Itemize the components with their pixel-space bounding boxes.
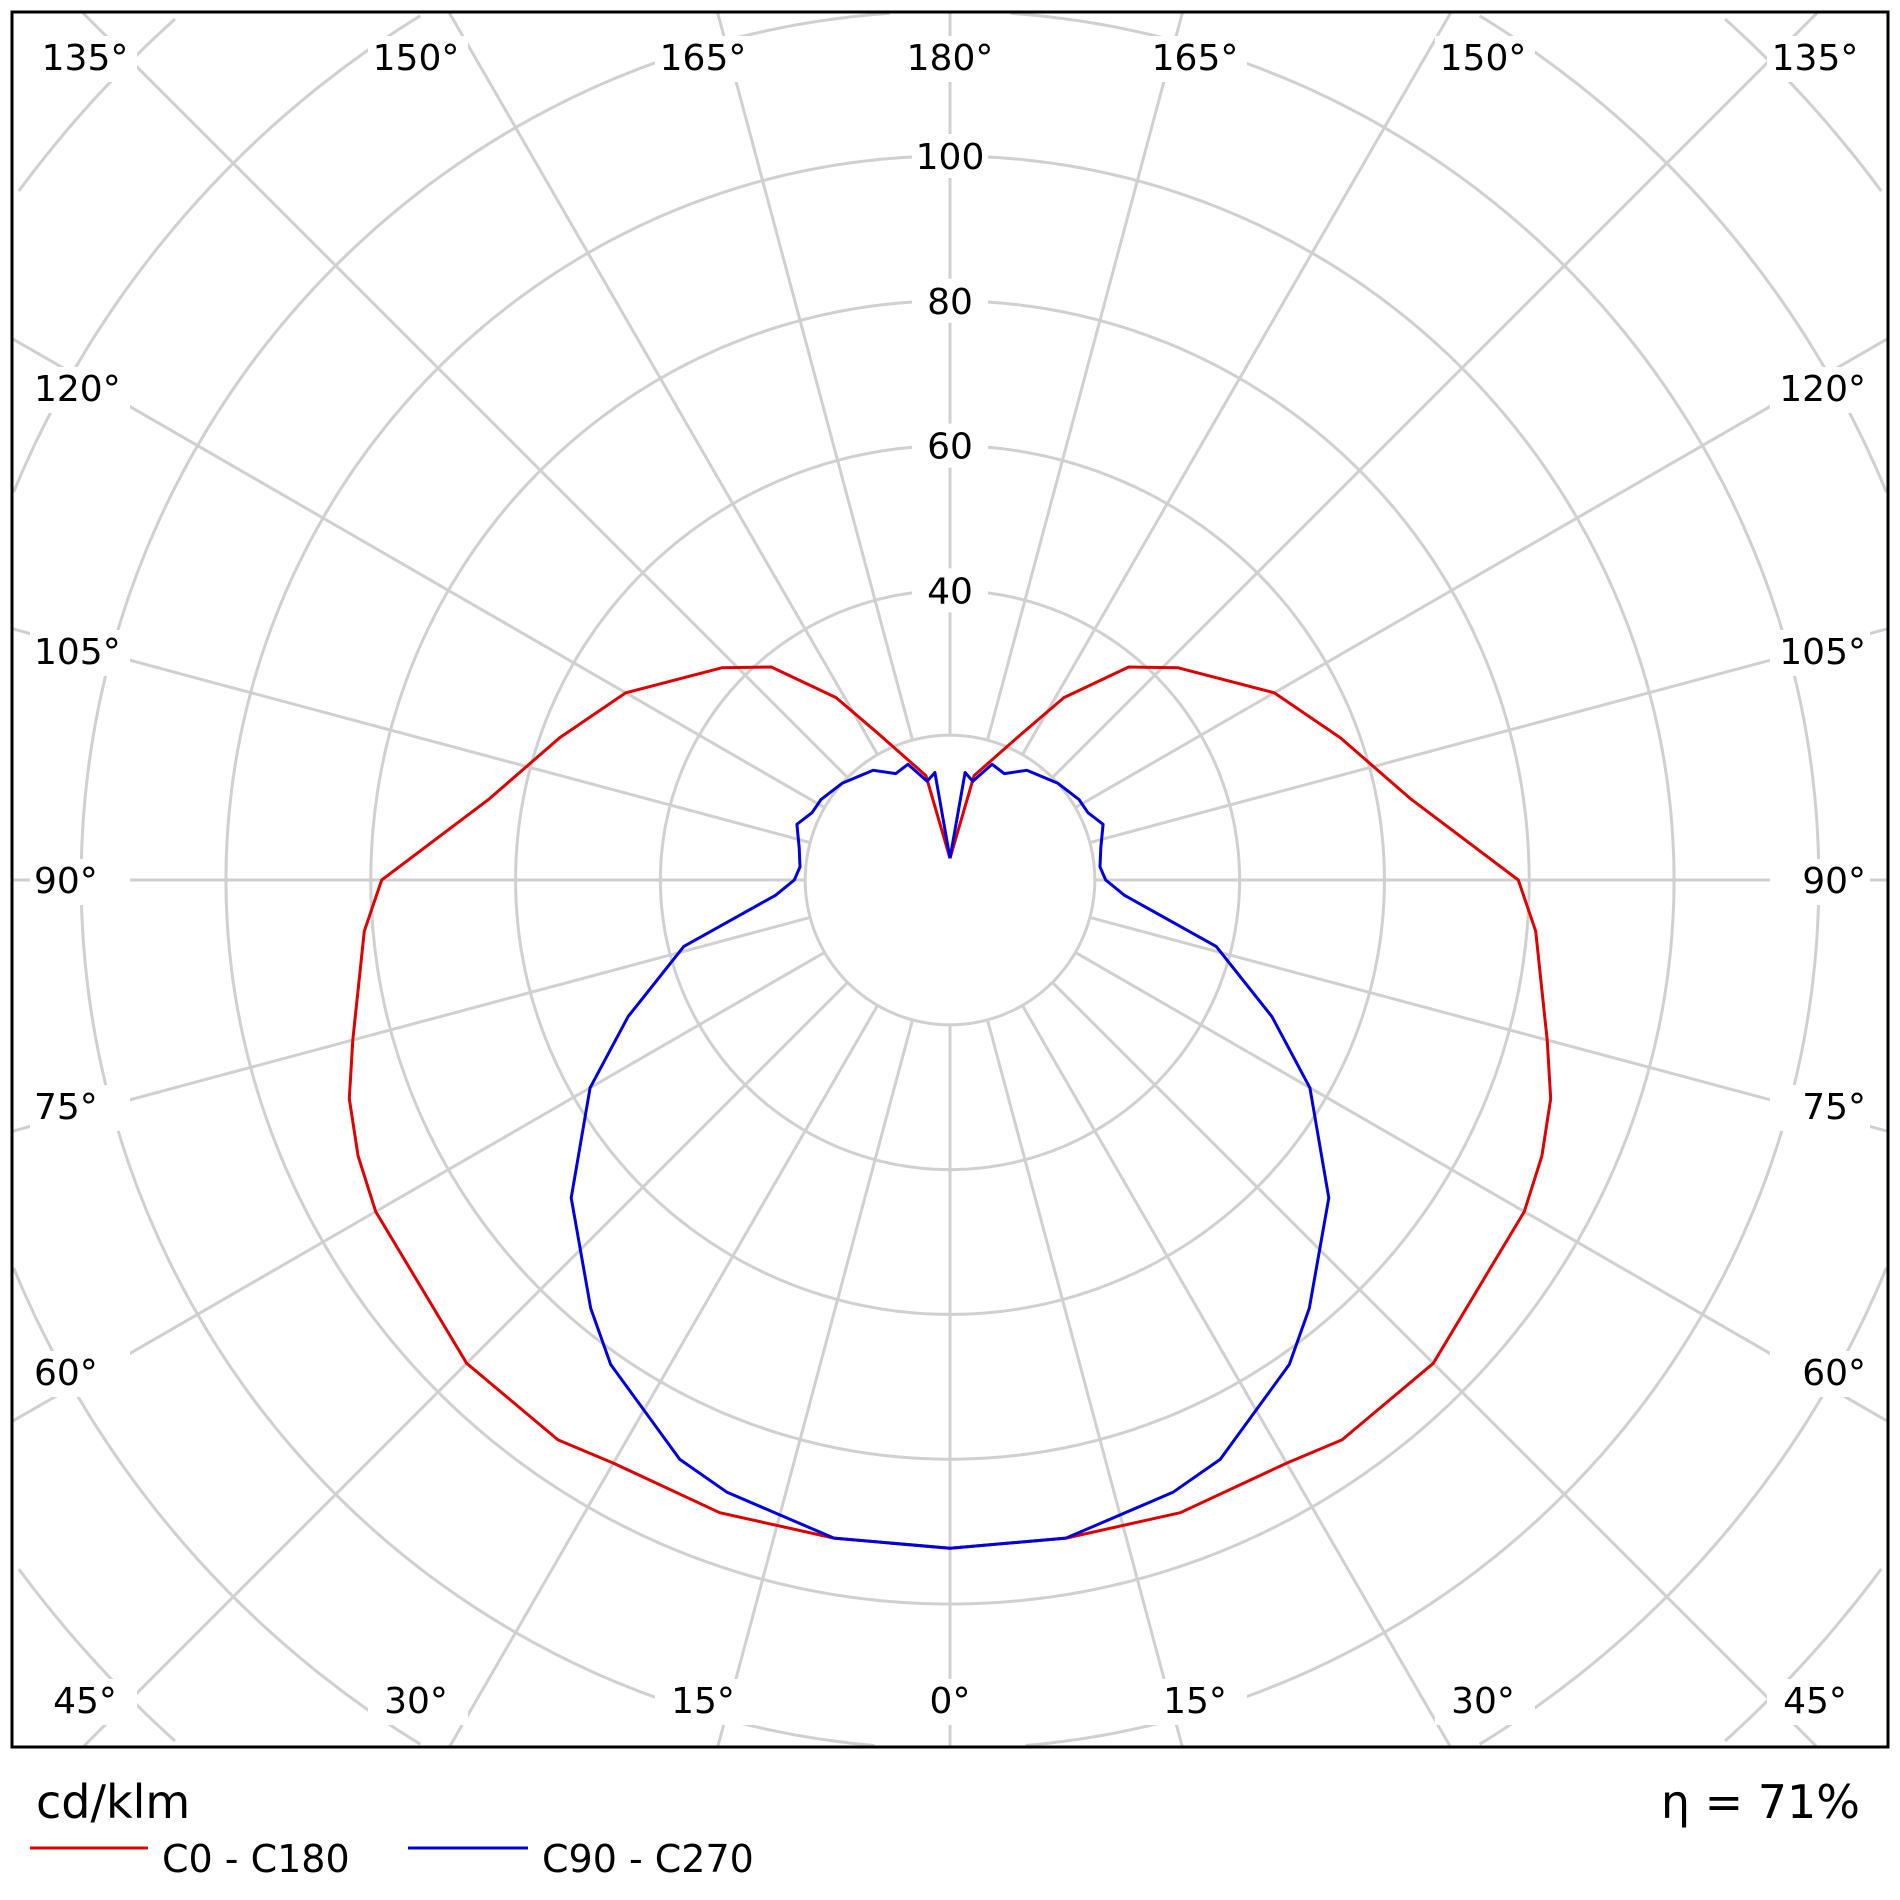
angle-label: 120°	[34, 369, 121, 410]
grid-circle	[1724, 17, 1883, 192]
grid-spoke	[1021, 12, 1452, 756]
efficiency-label: η = 71%	[1661, 1775, 1860, 1829]
grid-spoke	[1021, 1004, 1452, 1747]
angle-label: 135°	[42, 38, 129, 79]
radial-label-bg	[912, 568, 988, 613]
angle-label: 165°	[660, 38, 747, 79]
angle-label: 60°	[1802, 1353, 1866, 1394]
grid-spoke	[1074, 951, 1888, 1423]
grid-circle	[12, 1267, 422, 1746]
angle-label: 120°	[1779, 369, 1866, 410]
grid-spoke	[81, 11, 849, 779]
angle-label-bg	[1767, 1679, 1867, 1725]
legend-label-c90-c270: C90 - C270	[542, 1837, 754, 1881]
angle-label: 75°	[1802, 1087, 1866, 1128]
angle-label-bg	[1770, 1351, 1870, 1397]
angle-label-bg	[1435, 36, 1535, 82]
angle-label-bg	[368, 1679, 468, 1725]
series-line-c90-c270	[569, 762, 1331, 1550]
angle-label: 30°	[384, 1681, 448, 1722]
angle-label-bg	[30, 630, 130, 676]
angle-label-bg	[1770, 859, 1870, 905]
angle-label-bg	[368, 36, 468, 82]
angle-label: 15°	[671, 1681, 735, 1722]
grid-circle	[1010, 11, 1821, 880]
angle-label: 45°	[53, 1681, 117, 1722]
angle-label-bg	[902, 1679, 1002, 1725]
angle-label-bg	[1147, 1679, 1247, 1725]
angle-label: 45°	[1783, 1681, 1847, 1722]
grid-spoke	[1089, 627, 1888, 844]
grid-spoke	[12, 916, 811, 1133]
angle-label: 105°	[1779, 632, 1866, 673]
angle-label: 105°	[34, 632, 121, 673]
polar-grid	[12, 11, 1888, 1748]
intensity-curves	[347, 665, 1553, 1550]
angle-label: 60°	[34, 1353, 98, 1394]
angle-label-bg	[1770, 630, 1870, 676]
angle-label: 150°	[1440, 38, 1527, 79]
angle-label: 0°	[930, 1681, 971, 1722]
angle-label-bg	[30, 859, 130, 905]
angle-label-bg	[1770, 1085, 1870, 1131]
angle-label-bg	[655, 36, 755, 82]
grid-circle	[1478, 1267, 1888, 1746]
angle-label-bg	[1767, 36, 1867, 82]
angle-label: 135°	[1772, 38, 1859, 79]
grid-spoke	[986, 12, 1184, 741]
angle-label-bg	[1147, 36, 1247, 82]
grid-spoke	[12, 337, 826, 809]
angle-label: 165°	[1152, 38, 1239, 79]
angle-label-bg	[37, 36, 137, 82]
radial-tick-labels: 40 60 80 100	[912, 134, 988, 613]
radial-tick-label: 100	[916, 137, 985, 178]
unit-label: cd/klm	[36, 1775, 190, 1829]
grid-spoke	[1089, 916, 1888, 1133]
grid-circle	[12, 14, 422, 493]
radial-label-bg	[912, 423, 988, 468]
angle-label-bg	[30, 1351, 130, 1397]
plot-frame	[10, 10, 1890, 1749]
grid-spoke	[448, 12, 879, 756]
grid-spoke	[986, 1019, 1184, 1747]
angle-label: 90°	[34, 861, 98, 902]
grid-spoke	[1074, 337, 1888, 809]
radial-tick-label: 60	[927, 427, 973, 468]
angle-labels: 135° 150° 165° 180° 165° 150° 135° 45° 30° 15° 0° 1…	[30, 36, 1870, 1725]
angle-label: 90°	[1802, 861, 1866, 902]
angle-label-bg	[902, 36, 1002, 82]
angle-label: 180°	[907, 38, 994, 79]
radial-tick-label: 40	[927, 571, 973, 612]
grid-circle	[803, 733, 1097, 1027]
angle-label-bg	[1770, 367, 1870, 413]
angle-label-bg	[30, 367, 130, 413]
angle-label-bg	[1435, 1679, 1535, 1725]
angle-label: 75°	[34, 1087, 98, 1128]
grid-circle	[1724, 1568, 1883, 1743]
angle-label-bg	[30, 1085, 130, 1131]
grid-spoke	[716, 12, 914, 741]
angle-label: 15°	[1163, 1681, 1227, 1722]
grid-spoke	[12, 627, 811, 844]
grid-circle	[17, 17, 176, 192]
grid-spoke	[716, 1019, 914, 1747]
angle-label: 30°	[1451, 1681, 1515, 1722]
grid-spoke	[12, 951, 826, 1423]
angle-label: 150°	[373, 38, 460, 79]
legend-label-c0-c180: C0 - C180	[162, 1837, 350, 1881]
angle-label-bg	[655, 1679, 755, 1725]
angle-label-bg	[37, 1679, 137, 1725]
radial-tick-label: 80	[927, 282, 973, 323]
grid-circle	[1478, 14, 1888, 493]
radial-label-bg	[912, 278, 988, 323]
grid-spoke	[1051, 11, 1819, 779]
radial-label-bg	[912, 134, 988, 178]
grid-circle	[17, 1568, 176, 1743]
grid-spoke	[448, 1004, 879, 1747]
